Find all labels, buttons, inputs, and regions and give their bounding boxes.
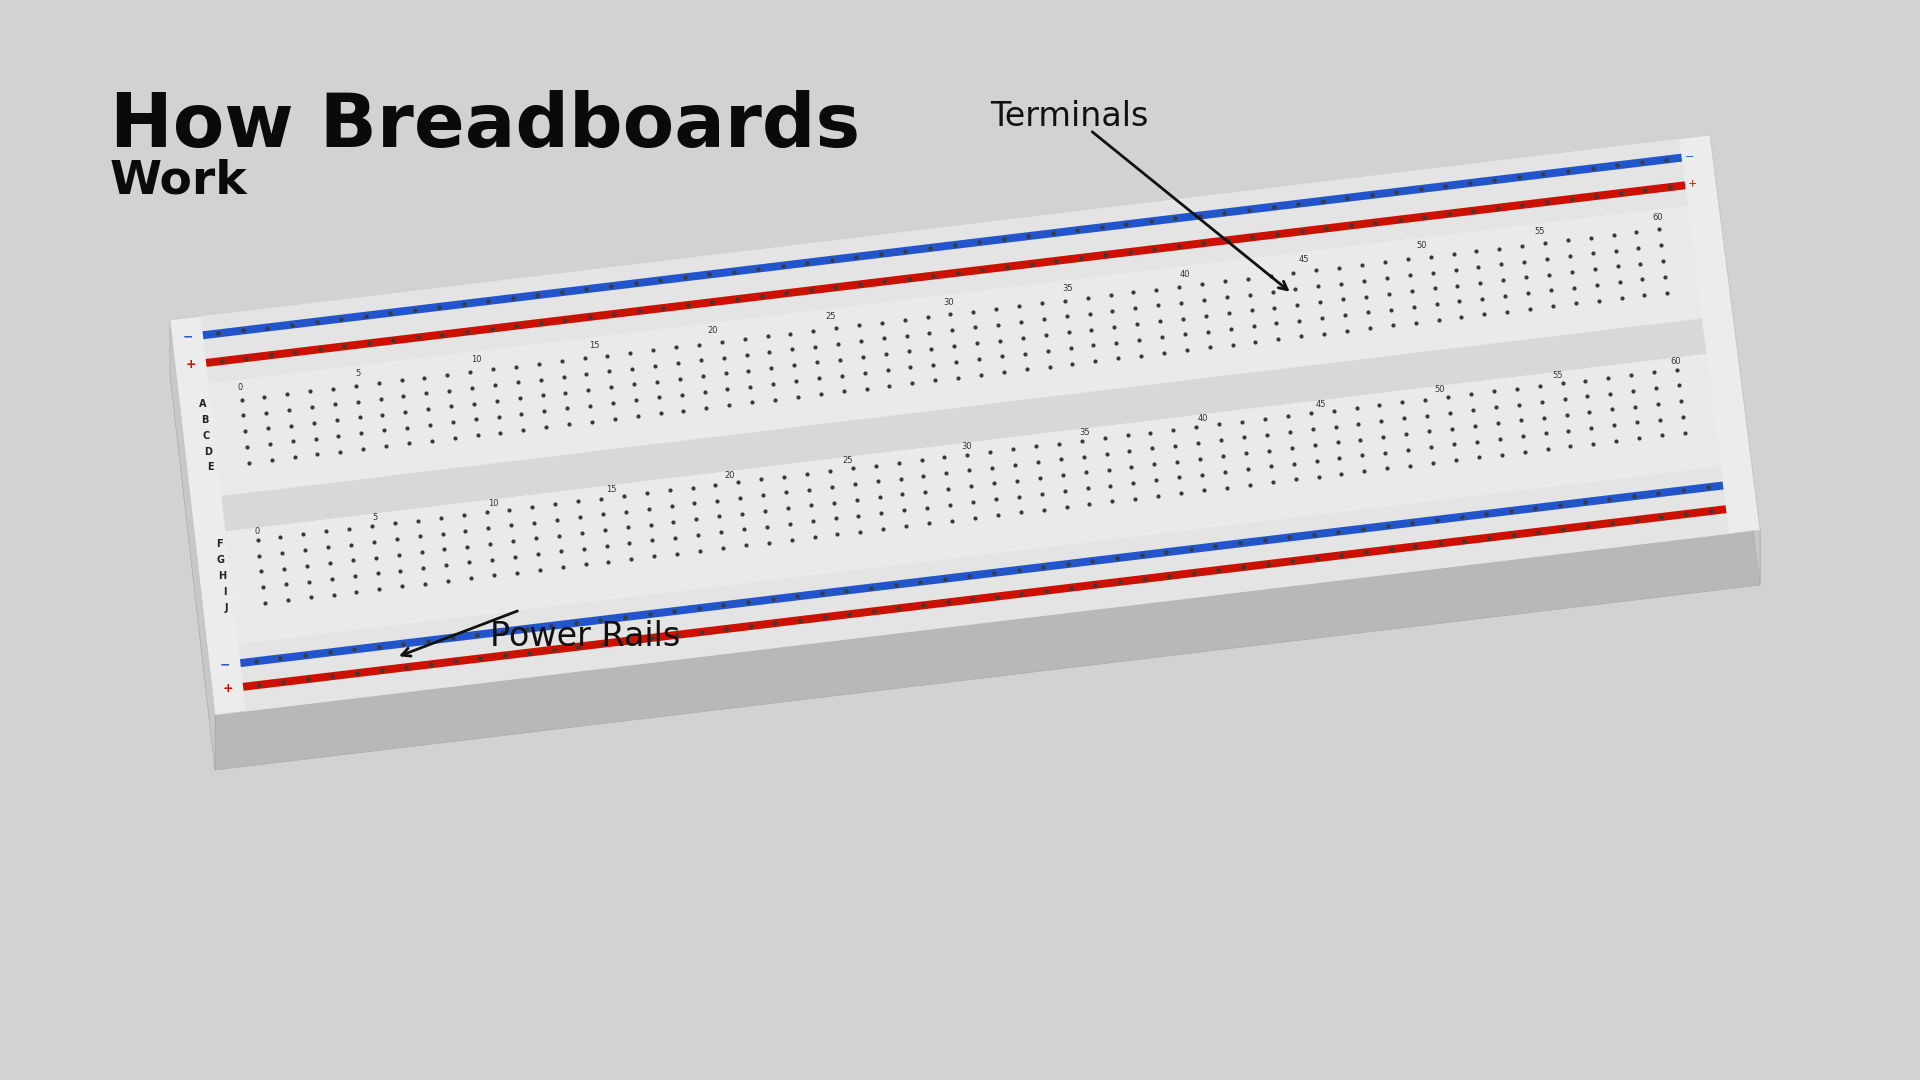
Polygon shape (240, 482, 1724, 667)
Text: C: C (204, 431, 211, 441)
Polygon shape (209, 206, 1701, 496)
Text: J: J (225, 603, 228, 612)
Text: H: H (219, 571, 227, 581)
Text: 35: 35 (1079, 428, 1091, 437)
Text: A: A (200, 400, 207, 409)
Text: 55: 55 (1553, 372, 1563, 380)
Text: D: D (204, 446, 213, 457)
Text: 45: 45 (1315, 400, 1327, 408)
Text: 30: 30 (962, 442, 972, 451)
Text: 25: 25 (826, 312, 835, 321)
Polygon shape (1715, 411, 1732, 447)
Text: 15: 15 (589, 340, 599, 350)
Text: 50: 50 (1417, 241, 1427, 251)
Text: 20: 20 (724, 471, 735, 480)
Polygon shape (205, 181, 1686, 367)
Polygon shape (1690, 226, 1709, 261)
Text: −: − (1684, 151, 1693, 162)
Text: 5: 5 (355, 369, 361, 378)
Polygon shape (1711, 135, 1761, 585)
Text: 5: 5 (372, 513, 378, 522)
Text: 25: 25 (843, 457, 852, 465)
Text: 40: 40 (1198, 414, 1208, 423)
Text: 10: 10 (470, 355, 482, 364)
Text: G: G (217, 555, 225, 565)
Text: 60: 60 (1670, 357, 1682, 366)
Text: 10: 10 (488, 499, 499, 508)
Text: −: − (182, 330, 192, 343)
Polygon shape (202, 153, 1682, 339)
Text: +: + (223, 683, 232, 696)
Text: How Breadboards: How Breadboards (109, 90, 860, 163)
Text: 40: 40 (1181, 270, 1190, 279)
Text: I: I (223, 586, 227, 597)
Text: 15: 15 (607, 485, 616, 494)
Polygon shape (221, 319, 1707, 531)
Text: 45: 45 (1298, 256, 1309, 265)
Text: 60: 60 (1653, 213, 1663, 222)
Text: 55: 55 (1534, 227, 1546, 237)
Polygon shape (171, 320, 215, 770)
Polygon shape (215, 530, 1761, 770)
Text: 0: 0 (238, 383, 242, 392)
Polygon shape (1680, 147, 1699, 183)
Polygon shape (242, 505, 1726, 691)
Text: F: F (215, 539, 223, 550)
Text: 35: 35 (1062, 284, 1073, 293)
Text: 0: 0 (253, 527, 259, 537)
Text: Terminals: Terminals (991, 100, 1148, 133)
Polygon shape (238, 467, 1730, 712)
Text: Work: Work (109, 158, 248, 203)
Text: 20: 20 (707, 326, 718, 336)
Text: Power Rails: Power Rails (490, 620, 680, 653)
Polygon shape (1703, 321, 1720, 356)
Text: 30: 30 (945, 298, 954, 307)
Polygon shape (1724, 490, 1743, 526)
Text: +: + (186, 359, 196, 372)
Polygon shape (225, 354, 1720, 644)
Text: 50: 50 (1434, 386, 1444, 394)
Text: E: E (207, 462, 213, 472)
Text: B: B (202, 415, 209, 424)
Polygon shape (171, 135, 1761, 715)
Polygon shape (202, 138, 1688, 383)
Text: +: + (1688, 179, 1697, 189)
Text: −: − (219, 659, 230, 672)
